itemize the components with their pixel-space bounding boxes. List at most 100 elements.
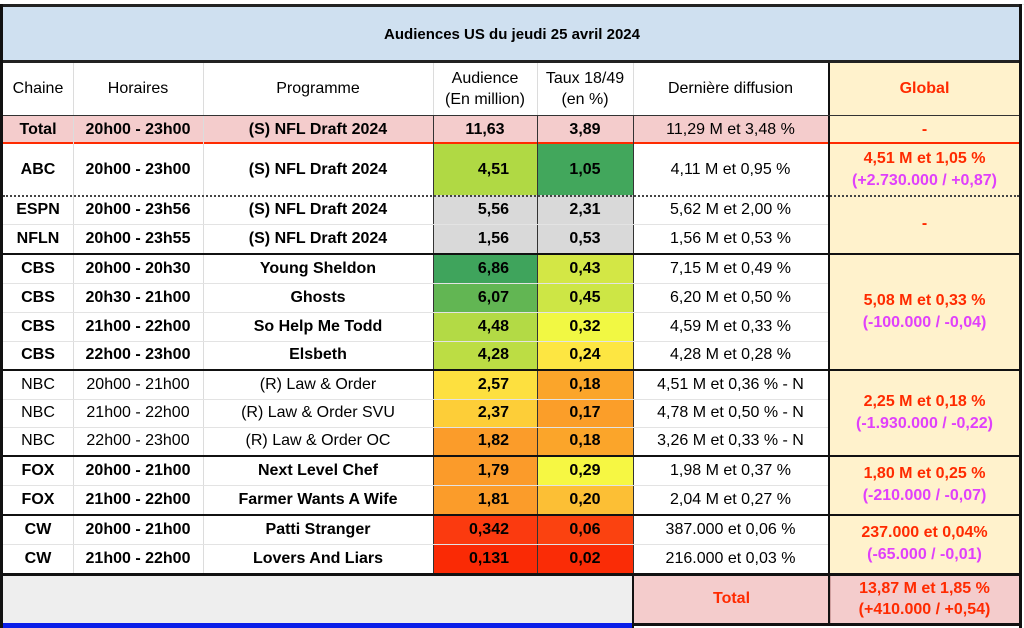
- cell-horaires: 20h30 - 21h00: [85, 288, 191, 306]
- cell-horaires: 21h00 - 22h00: [85, 490, 191, 508]
- cell-audience: 5,56: [433, 195, 537, 224]
- cell-programme: (R) Law & Order OC: [245, 432, 391, 449]
- header-taux: Taux 18/49 (en %): [537, 63, 633, 115]
- grid-hline-dark: [3, 115, 1019, 116]
- cell-chaine: CBS: [21, 346, 55, 363]
- left-border: [0, 4, 3, 628]
- cell-chaine: CBS: [21, 317, 55, 335]
- global-main: -: [921, 215, 928, 232]
- cell-audience: 1,82: [433, 427, 537, 455]
- grand-total-value: 13,87 M et 1,85 % (+410.000 / +0,54): [830, 575, 1019, 623]
- cell-taux: 0,53: [537, 224, 633, 253]
- global-main: 2,25 M et 0,18 %: [863, 392, 986, 410]
- total-chaine: Total: [19, 120, 57, 138]
- grid-vline: [633, 63, 634, 116]
- cell-derniere: 1,56 M et 0,53 %: [670, 229, 791, 247]
- cell-programme: Patti Stranger: [265, 520, 371, 538]
- grand-total-main: 13,87 M et 1,85 %: [859, 580, 990, 597]
- grid-hline: [3, 283, 828, 284]
- cell-horaires: 20h00 - 23h00: [85, 160, 191, 178]
- grid-hline-thick: [3, 514, 1019, 516]
- cell-programme: (R) Law & Order: [259, 375, 377, 393]
- footer-blue-line: [3, 623, 633, 628]
- cell-programme: So Help Me Todd: [253, 317, 383, 335]
- total-horaires: 20h00 - 23h00: [85, 120, 191, 138]
- grid-hline-thick: [633, 623, 1022, 626]
- grid-vline: [537, 63, 538, 116]
- cell-chaine: ABC: [20, 160, 56, 178]
- grid-hline-thick: [3, 455, 1019, 457]
- cell-taux: 0,24: [537, 341, 633, 369]
- grand-total-bg: [633, 575, 1019, 623]
- cell-programme: Farmer Wants A Wife: [238, 490, 398, 508]
- cell-audience: 1,56: [433, 224, 537, 253]
- total-programme: (S) NFL Draft 2024: [248, 120, 388, 138]
- header-horaires: Horaires: [107, 80, 169, 97]
- cell-audience: 4,28: [433, 341, 537, 369]
- cell-derniere: 2,04 M et 0,27 %: [670, 490, 791, 508]
- cell-programme: (S) NFL Draft 2024: [248, 200, 388, 218]
- grid-vline-thick: [828, 63, 830, 623]
- cell-audience: 6,86: [433, 254, 537, 283]
- cell-chaine: NBC: [21, 404, 55, 421]
- total-global: -: [921, 120, 928, 138]
- cell-derniere: 4,28 M et 0,28 %: [670, 346, 791, 363]
- grid-vline-dark: [537, 116, 538, 573]
- header-audience-line2: (En million): [444, 91, 525, 108]
- cell-derniere: 4,59 M et 0,33 %: [670, 317, 791, 335]
- cell-programme: Next Level Chef: [257, 461, 379, 479]
- grid-hline: [3, 485, 828, 486]
- grid-hline: [3, 544, 828, 545]
- cell-derniere: 3,26 M et 0,33 % - N: [657, 432, 804, 449]
- cell-programme: Ghosts: [290, 288, 346, 306]
- cell-derniere: 4,11 M et 0,95 %: [670, 160, 791, 178]
- total-row-bg: [3, 116, 830, 143]
- global-main: 5,08 M et 0,33 %: [863, 291, 986, 309]
- cell-chaine: NFLN: [16, 229, 60, 247]
- cell-horaires: 20h00 - 23h56: [85, 200, 191, 218]
- global-column-bg: [830, 63, 1019, 573]
- total-derniere: 11,29 M et 3,48 %: [666, 120, 795, 138]
- cell-chaine: FOX: [21, 490, 55, 508]
- right-border: [1019, 4, 1022, 628]
- cell-taux: 0,43: [537, 254, 633, 283]
- global-cbs: 5,08 M et 0,33 % (-100.000 / -0,04): [830, 254, 1019, 369]
- global-cw: 237.000 et 0,04% (-65.000 / -0,01): [830, 515, 1019, 573]
- global-delta: (-210.000 / -0,07): [862, 487, 987, 504]
- global-main: 1,80 M et 0,25 %: [863, 465, 986, 482]
- cell-derniere: 6,20 M et 0,50 %: [670, 288, 791, 306]
- cell-chaine: CBS: [21, 259, 55, 277]
- grid-vline-dark: [433, 116, 434, 573]
- header-programme: Programme: [276, 80, 360, 97]
- global-cable: -: [830, 195, 1019, 253]
- cell-horaires: 20h00 - 21h00: [85, 461, 191, 479]
- cell-derniere: 1,98 M et 0,37 %: [670, 461, 791, 479]
- global-main: 4,51 M et 1,05 %: [863, 149, 986, 167]
- grid-hline: [3, 341, 828, 342]
- grand-total-divider: [830, 575, 831, 623]
- grid-hline-dotted: [3, 195, 1019, 197]
- cell-derniere: 7,15 M et 0,49 %: [670, 259, 791, 277]
- cell-horaires: 20h00 - 20h30: [85, 259, 191, 277]
- cell-horaires: 22h00 - 23h00: [86, 432, 190, 449]
- cell-audience: 6,07: [433, 283, 537, 312]
- title-band: [0, 4, 1022, 63]
- header-chaine: Chaine: [12, 80, 64, 97]
- global-main: 237.000 et 0,04%: [861, 524, 988, 541]
- cell-chaine: ESPN: [16, 200, 60, 218]
- footer-grey-area: [3, 575, 633, 623]
- total-audience: 11,63: [465, 120, 505, 138]
- cell-chaine: CBS: [21, 288, 55, 306]
- global-fox: 1,80 M et 0,25 % (-210.000 / -0,07): [830, 456, 1019, 514]
- cell-horaires: 21h00 - 22h00: [85, 317, 191, 335]
- global-delta: (-65.000 / -0,01): [867, 546, 982, 563]
- cell-derniere: 4,51 M et 0,36 % - N: [657, 375, 804, 393]
- cell-programme: (S) NFL Draft 2024: [248, 160, 388, 178]
- cell-horaires: 22h00 - 23h00: [85, 346, 191, 363]
- total-row-red-line: [3, 142, 1019, 144]
- cell-audience: 2,57: [433, 370, 537, 399]
- cell-taux: 0,02: [537, 544, 633, 573]
- cell-derniere: 216.000 et 0,03 %: [665, 549, 796, 567]
- cell-programme: (R) Law & Order SVU: [241, 404, 395, 421]
- grid-vline-dark: [633, 116, 634, 573]
